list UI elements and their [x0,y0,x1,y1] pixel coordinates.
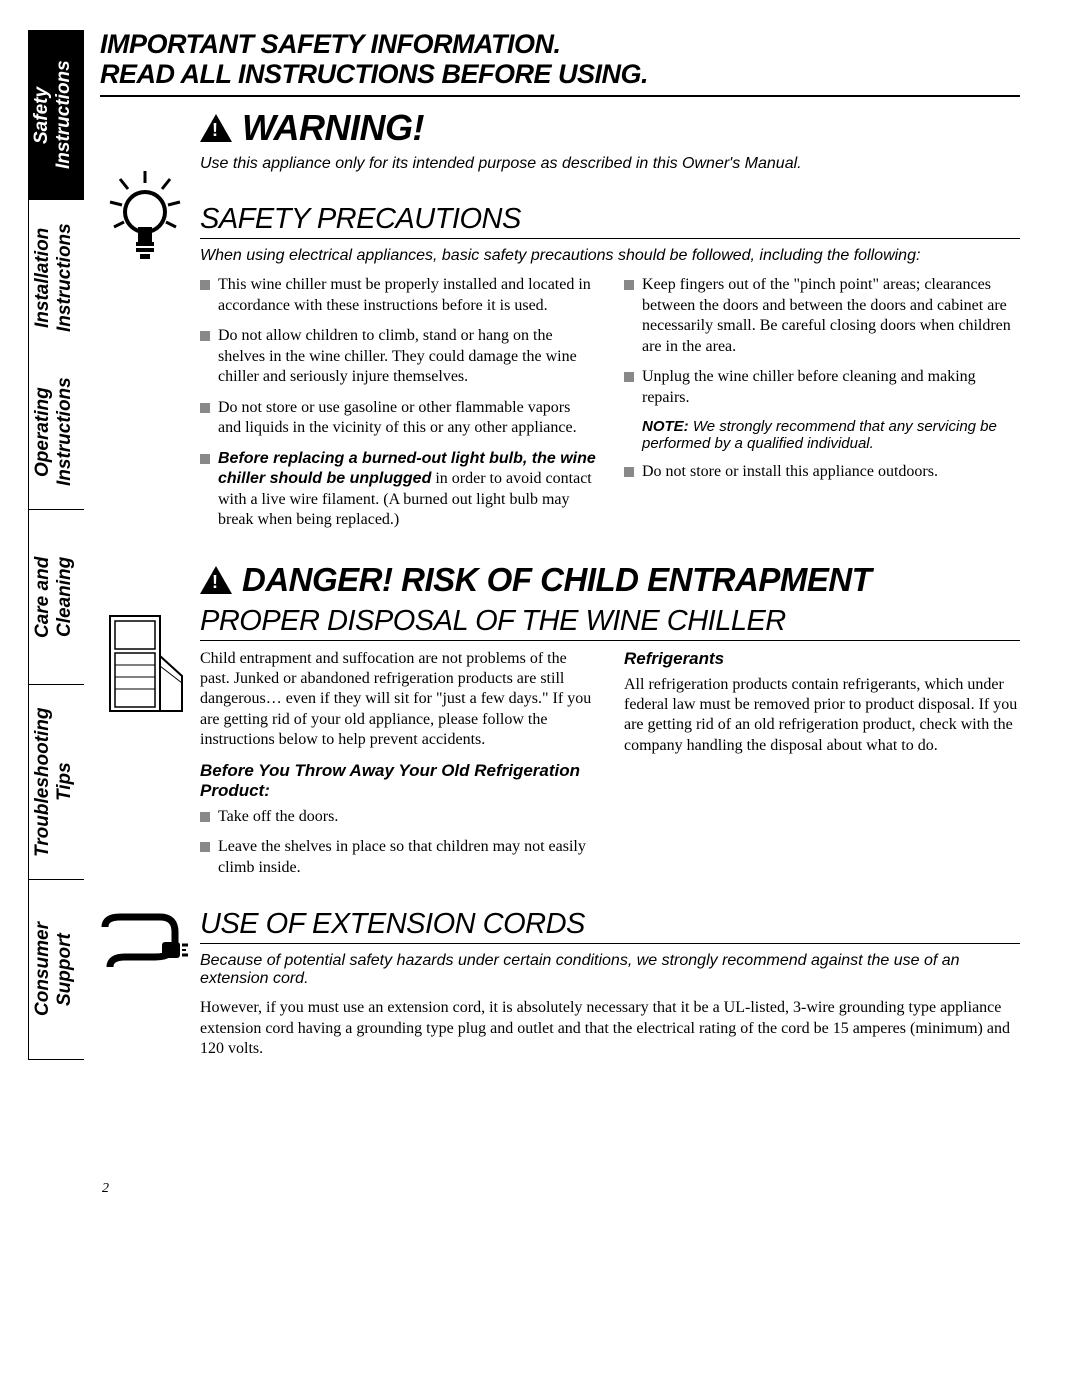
note-block: NOTE: We strongly recommend that any ser… [624,418,1020,452]
warning-triangle-icon [200,114,232,142]
tab-safety-instructions[interactable]: Safety Instructions [28,30,84,200]
warning-intro: Use this appliance only for its intended… [200,155,1020,173]
disposal-right-col: Refrigerants All refrigeration products … [624,649,1020,889]
disposal-body: Child entrapment and suffocation are not… [200,649,596,751]
tab-label: Safety Instructions [31,61,74,170]
precautions-right-col: Keep fingers out of the "pinch point" ar… [624,275,1020,540]
sidebar-tabs: Safety Instructions Installation Instruc… [28,30,84,1195]
list-item: Do not store or install this appliance o… [624,462,1020,482]
fridge-icon [100,561,200,889]
extension-body: However, if you must use an extension co… [200,998,1020,1059]
title-line2: READ ALL INSTRUCTIONS BEFORE USING. [100,59,648,89]
disposal-left-col: Child entrapment and suffocation are not… [200,649,596,889]
danger-section: DANGER! RISK OF CHILD ENTRAPMENT PROPER … [100,561,1020,889]
tab-label: Troubleshooting Tips [32,707,75,857]
precautions-left-col: This wine chiller must be properly insta… [200,275,596,540]
list-item: Before replacing a burned-out light bulb… [200,449,596,531]
list-item: Do not allow children to climb, stand or… [200,326,596,387]
extension-lead: Because of potential safety hazards unde… [200,952,1020,988]
tab-label: Instructions [54,223,76,332]
page-number: 2 [102,1181,109,1197]
tab-care-and-cleaning[interactable]: Care and Cleaning [28,510,84,685]
list-item: Take off the doors. [200,807,596,827]
extension-cords-heading: USE OF EXTENSION CORDS [200,908,1020,944]
danger-heading: DANGER! RISK OF CHILD ENTRAPMENT [200,561,1020,599]
precautions-lead: When using electrical appliances, basic … [200,247,1020,265]
disposal-columns: Child entrapment and suffocation are not… [200,649,1020,889]
warning-heading: WARNING! [200,107,1020,149]
extension-section: USE OF EXTENSION CORDS Because of potent… [100,908,1020,1069]
tab-installation-instructions[interactable]: Installation Instructions [28,200,84,355]
precautions-columns: This wine chiller must be properly insta… [200,275,1020,540]
tab-label: Operating [32,387,54,477]
list-item: Unplug the wine chiller before cleaning … [624,367,1020,408]
refrigerants-body: All refrigeration products contain refri… [624,675,1020,757]
refrigerants-heading: Refrigerants [624,649,1020,669]
tab-troubleshooting-tips[interactable]: Troubleshooting Tips [28,685,84,880]
list-item: Do not store or use gasoline or other fl… [200,398,596,439]
main-content: IMPORTANT SAFETY INFORMATION. READ ALL I… [100,30,1020,1070]
warning-triangle-icon [200,566,232,594]
tab-operating-instructions[interactable]: Operating Instructions [28,355,84,510]
tab-label: Instructions [54,378,76,487]
lightbulb-icon [100,107,200,540]
safety-precautions-heading: SAFETY PRECAUTIONS [200,203,1020,239]
tab-label: Care and Cleaning [32,556,75,637]
title-line1: IMPORTANT SAFETY INFORMATION. [100,29,561,59]
note-label: NOTE: [642,418,689,435]
plug-icon [100,908,200,1069]
tab-consumer-support[interactable]: Consumer Support [28,880,84,1060]
list-item: Keep fingers out of the "pinch point" ar… [624,275,1020,357]
tab-label: Consumer Support [32,923,75,1017]
tab-label: Installation [32,227,54,327]
before-throw-away-heading: Before You Throw Away Your Old Refrigera… [200,761,596,801]
danger-heading-text: DANGER! RISK OF CHILD ENTRAPMENT [242,561,871,599]
warning-section: WARNING! Use this appliance only for its… [100,107,1020,540]
list-item: This wine chiller must be properly insta… [200,275,596,316]
proper-disposal-heading: PROPER DISPOSAL OF THE WINE CHILLER [200,605,1020,641]
page-title: IMPORTANT SAFETY INFORMATION. READ ALL I… [100,30,1020,97]
warning-label: WARNING! [242,107,424,149]
note-text: We strongly recommend that any servicing… [642,418,997,452]
list-item: Leave the shelves in place so that child… [200,837,596,878]
